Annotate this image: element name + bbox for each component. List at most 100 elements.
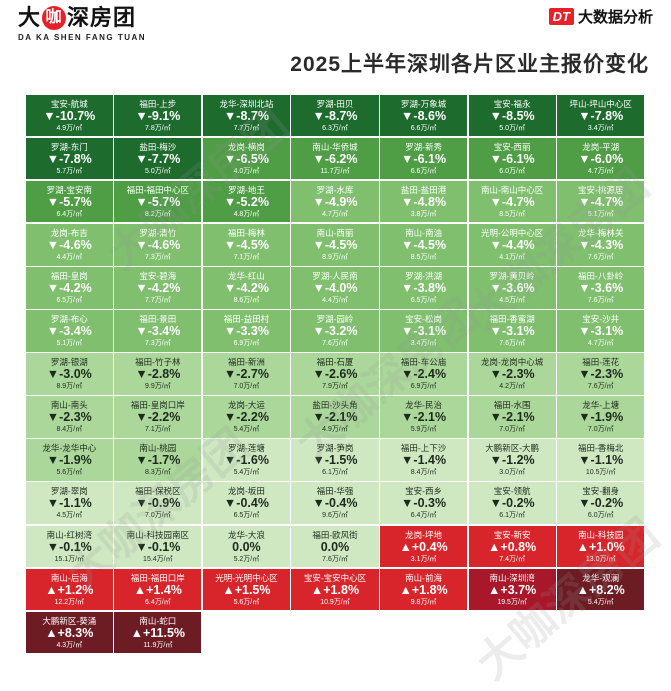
cell-change: ▼-7.8%: [578, 108, 624, 123]
cell-price: 4.8万/㎡: [233, 210, 260, 218]
cell-price: 5.4万/㎡: [233, 469, 260, 477]
cell-price: 6.4万/㎡: [56, 210, 83, 218]
heatmap-cell: 龙岗-龙岗中心城 ▼-2.3% 4.2万/㎡: [468, 353, 556, 395]
heatmap-cell: 福田-福田口岸 ▲+1.4% 6.4万/㎡: [114, 568, 202, 611]
cell-name: 罗湖-万象城: [400, 98, 447, 109]
heatmap-cell: 龙华-观澜 ▲+8.2% 5.4万/㎡: [557, 568, 645, 611]
cell-change: ▼-8.7%: [312, 108, 358, 123]
cell-name: 南山-华侨城: [312, 141, 358, 152]
cell-change: ▼-2.3%: [578, 367, 624, 382]
heatmap-cell: 宝安-航城 ▼-10.7% 4.9万/㎡: [25, 94, 113, 137]
cell-price: 7.3万/㎡: [145, 253, 171, 261]
cell-name: 宝安-西乡: [405, 486, 442, 497]
cell-change: ▼-2.1%: [401, 410, 447, 425]
cell-price: 5.0万/㎡: [145, 167, 171, 175]
cell-price: 9.9万/㎡: [145, 383, 171, 391]
heatmap-cell: 罗湖-笋岗 ▼-1.5% 6.1万/㎡: [291, 439, 379, 481]
cell-change: ▲+0.8%: [488, 539, 537, 554]
cell-name: 龙岗-布吉: [50, 227, 88, 238]
cell-name: 龙岗-龙岗中心城: [480, 357, 544, 368]
heatmap-cell: 福田-华强 ▼-0.4% 9.6万/㎡: [291, 482, 379, 524]
heatmap-cell: 龙岗-平湖 ▼-6.0% 4.7万/㎡: [557, 137, 645, 180]
heatmap-cell: 罗湖-布心 ▼-3.4% 5.1万/㎡: [25, 310, 113, 352]
cell-price: 7.6万/㎡: [322, 555, 348, 563]
cell-change: ▼-1.5%: [312, 453, 358, 468]
cell-name: 福田-新洲: [228, 357, 265, 368]
cell-price: 5.4万/㎡: [233, 426, 260, 434]
cell-change: ▼-1.6%: [223, 453, 269, 468]
cell-price: 4.1万/㎡: [499, 253, 525, 261]
heatmap-cell: 罗湖-银湖 ▼-3.0% 8.9万/㎡: [25, 353, 113, 395]
cell-change: ▼-0.4%: [312, 496, 358, 511]
cell-name: 坪山-坪山中心区: [569, 98, 632, 109]
heatmap-cell: 光明-光明中心区 ▲+1.5% 5.6万/㎡: [202, 568, 290, 611]
cell-name: 福田-皇岗口岸: [130, 400, 185, 411]
cell-name: 罗湖-地王: [228, 184, 265, 195]
cell-name: 龙华-龙华中心: [42, 443, 97, 454]
cell-price: 7.6万/㎡: [587, 383, 614, 391]
heatmap-cell: 福田-新洲 ▼-2.7% 7.0万/㎡: [202, 353, 290, 395]
cell-change: ▼-9.1%: [135, 108, 181, 123]
cell-price: 19.5万/㎡: [497, 598, 527, 606]
cell-change: ▼-5.7%: [135, 194, 181, 209]
cell-name: 龙华-深圳北站: [219, 98, 274, 109]
cell-price: 3.4万/㎡: [410, 340, 437, 348]
heatmap-cell: 光明-公明中心区 ▼-4.4% 4.1万/㎡: [468, 223, 556, 266]
cell-price: 7.9万/㎡: [322, 383, 348, 391]
cell-name: 大鹏新区-葵涌: [42, 615, 97, 626]
cell-change: ▲+8.2%: [576, 582, 625, 597]
cell-name: 罗湖-黄贝岭: [489, 271, 535, 282]
heatmap-cell: 宝安-西乡 ▼-0.3% 6.4万/㎡: [380, 482, 468, 524]
cell-name: 宝安-新安: [493, 529, 531, 540]
cell-change: ▼-5.7%: [46, 194, 92, 209]
heatmap-cell: 盐田-盐田港 ▼-4.8% 3.8万/㎡: [380, 180, 468, 223]
cell-price: 6.1万/㎡: [499, 512, 525, 520]
heatmap-cell: 福田-福田中心区 ▼-5.7% 8.2万/㎡: [114, 180, 202, 223]
cell-price: 6.9万/㎡: [410, 383, 437, 391]
heatmap-cell: 宝安-新安 ▲+0.8% 7.4万/㎡: [468, 525, 556, 568]
cell-price: 15.4万/㎡: [143, 555, 173, 563]
chart-title: 2025上半年深圳各片区业主报价变化: [290, 53, 649, 76]
heatmap-cell: 罗湖-东门 ▼-7.8% 5.7万/㎡: [25, 137, 113, 180]
cell-change: ▼-2.2%: [135, 410, 181, 425]
cell-price: 4.2万/㎡: [499, 383, 525, 391]
cell-price: 7.0万/㎡: [233, 383, 260, 391]
cell-name: 罗湖-园岭: [316, 314, 354, 325]
cell-price: 6.4万/㎡: [410, 512, 437, 520]
cell-name: 光明-公明中心区: [480, 227, 544, 238]
cell-price: 8.9万/㎡: [56, 383, 83, 391]
cell-change: ▼-2.7%: [223, 367, 269, 382]
cell-change: ▼-4.4%: [489, 237, 535, 252]
cell-name: 宝安-领航: [493, 486, 531, 497]
cell-price: 12.2万/㎡: [54, 598, 85, 606]
cell-name: 罗湖-银湖: [50, 357, 88, 368]
cell-name: 福田-福田中心区: [126, 184, 190, 195]
cell-change: ▼-4.5%: [401, 237, 447, 252]
cell-price: 5.2万/㎡: [233, 555, 260, 563]
heatmap-cell: 坪山-坪山中心区 ▼-7.8% 3.4万/㎡: [557, 94, 645, 137]
cell-name: 盐田-梅沙: [139, 141, 177, 152]
cell-price: 13.0万/㎡: [585, 555, 616, 563]
heatmap-cell: 宝安-桃源居 ▼-4.7% 5.1万/㎡: [557, 180, 645, 223]
cell-price: 5.4万/㎡: [587, 598, 614, 606]
brand-ka-badge: 咖: [42, 6, 67, 30]
cell-price: 3.4万/㎡: [587, 124, 614, 132]
heatmap-cell: 罗湖-新秀 ▼-6.1% 6.6万/㎡: [380, 137, 468, 180]
cell-change: ▼-4.7%: [489, 194, 535, 209]
cell-change: ▼-4.7%: [578, 194, 624, 209]
heatmap-cell: 福田-景田 ▼-3.4% 7.3万/㎡: [114, 310, 202, 352]
cell-name: 罗湖-莲塘: [228, 443, 265, 454]
cell-price: 6.6万/㎡: [410, 124, 437, 132]
heatmap-cell: 宝安-宝安中心区 ▲+1.8% 10.9万/㎡: [291, 568, 379, 611]
heatmap-cell: 福田-梅林 ▼-4.5% 7.1万/㎡: [202, 223, 290, 266]
heatmap-cell: 福田-欧风街 0.0% 7.6万/㎡: [291, 525, 379, 568]
cell-name: 南山-蛇口: [139, 615, 177, 626]
cell-name: 龙华-红山: [228, 271, 265, 282]
cell-price: 7.6万/㎡: [322, 340, 348, 348]
cell-change: ▼-4.9%: [312, 194, 358, 209]
cell-price: 4.4万/㎡: [56, 253, 83, 261]
cell-name: 南山-西丽: [316, 227, 354, 238]
heatmap-cell: 宝安-碧海 ▼-4.2% 7.7万/㎡: [114, 267, 202, 309]
heatmap-cell: 罗湖-地王 ▼-5.2% 4.8万/㎡: [202, 180, 290, 223]
cell-price: 8.6万/㎡: [233, 297, 260, 305]
